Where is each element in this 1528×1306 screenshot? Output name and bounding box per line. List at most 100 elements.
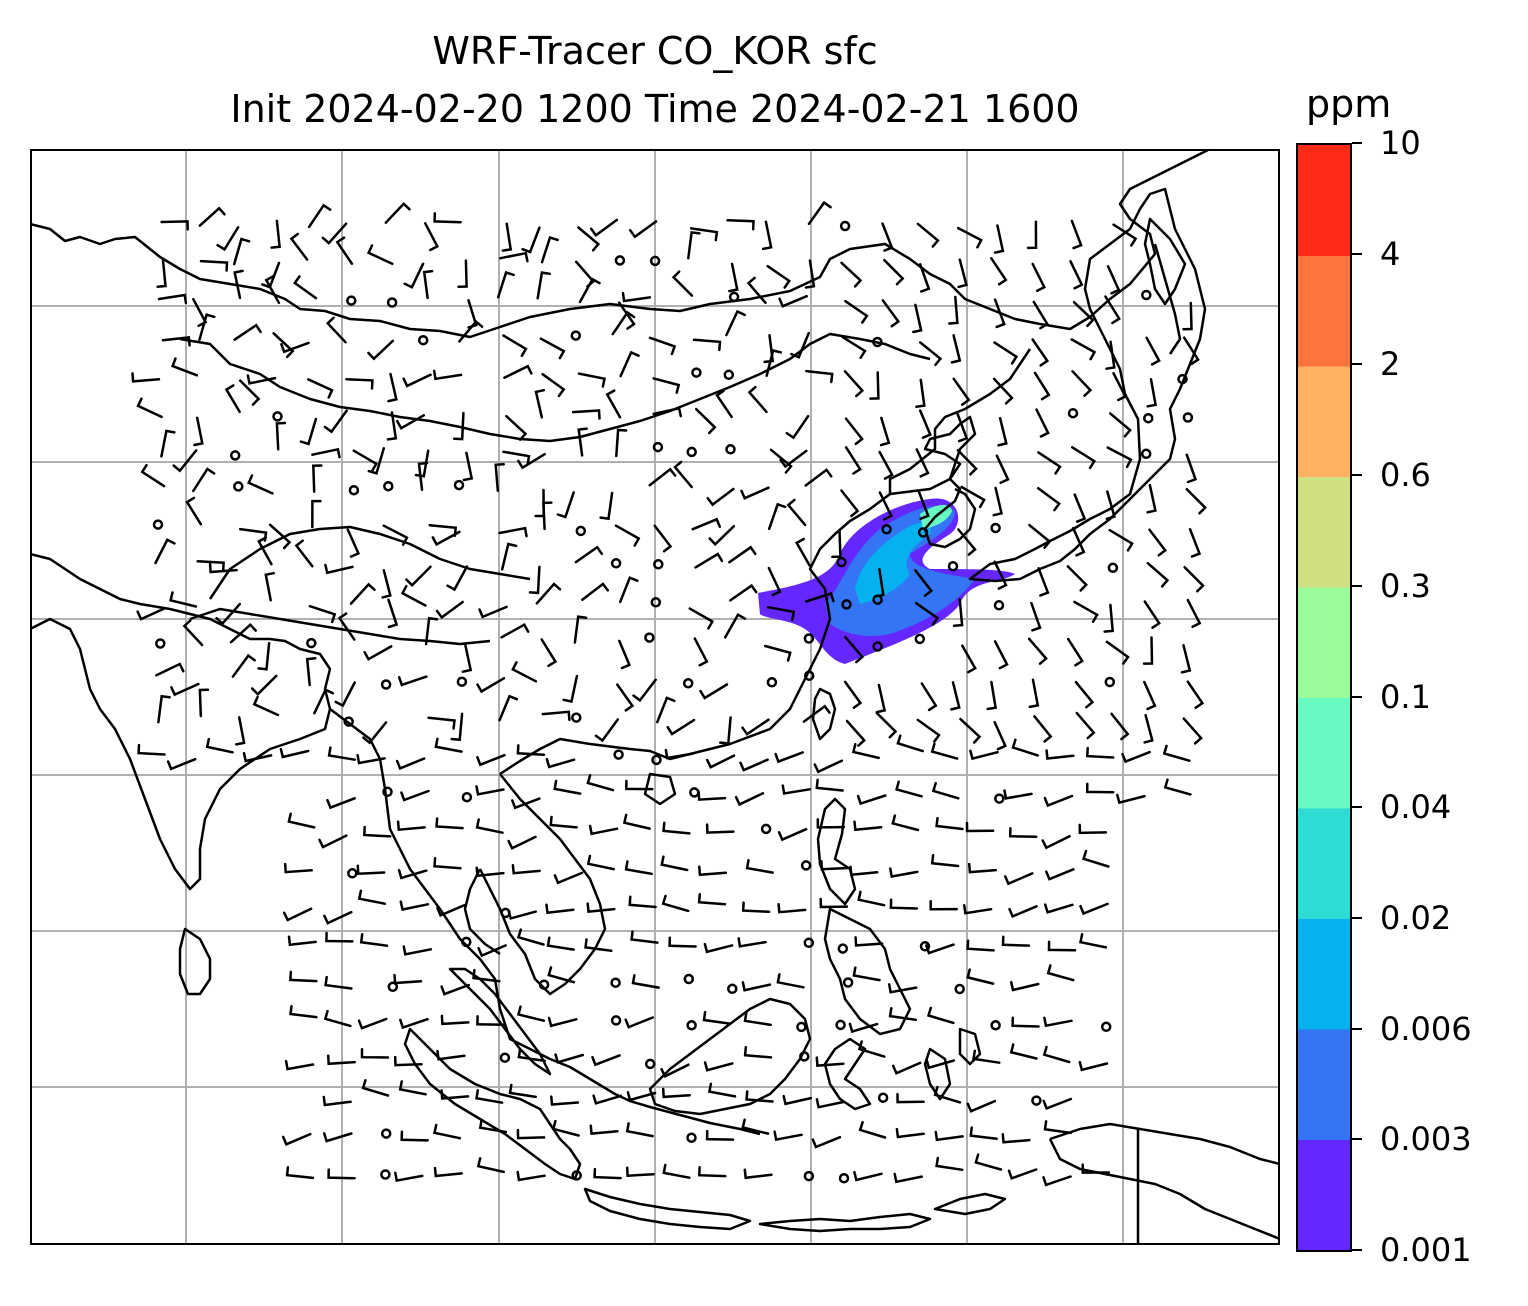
- wind-barb: [1011, 1016, 1040, 1028]
- wind-barb: [517, 1047, 546, 1063]
- wind-barb: [397, 675, 428, 687]
- wind-barb: [993, 224, 1005, 254]
- wind-barb: [725, 309, 746, 337]
- wind-barb: [573, 615, 588, 644]
- wind-barb: [422, 269, 434, 300]
- wind-barb: [965, 821, 995, 833]
- wind-barb: [397, 868, 428, 880]
- wind-barb: [854, 936, 884, 947]
- wind-barb: [381, 568, 392, 599]
- wind-barb: [652, 406, 683, 418]
- wind-barb: [1146, 378, 1158, 408]
- wind-barb: [1043, 903, 1074, 914]
- calm-wind-circle: [842, 977, 854, 988]
- wind-barb: [661, 1087, 691, 1099]
- calm-wind-circle: [652, 441, 664, 453]
- wind-barb: [257, 536, 273, 566]
- wind-barb: [395, 414, 426, 430]
- wind-barb: [879, 416, 891, 447]
- wind-barb: [1028, 678, 1040, 709]
- wind-barb: [698, 865, 728, 877]
- wind-barb: [577, 372, 606, 388]
- wind-barb: [431, 530, 461, 547]
- wind-barb: [1143, 600, 1161, 629]
- wind-barb: [794, 537, 811, 567]
- wind-barb: [327, 1168, 356, 1180]
- coast-timor: [933, 1192, 1007, 1216]
- wind-barb: [652, 377, 681, 394]
- wind-barb: [311, 447, 341, 459]
- calm-wind-circle: [1177, 373, 1188, 385]
- wind-barb: [500, 542, 518, 571]
- wind-barb: [1074, 680, 1095, 709]
- wind-barb: [935, 816, 964, 831]
- wind-barb: [776, 973, 805, 989]
- wind-barb: [1142, 636, 1154, 665]
- calm-wind-circle: [881, 524, 892, 535]
- wind-barb: [819, 897, 849, 909]
- wind-barb: [1032, 300, 1050, 330]
- wind-barb: [766, 605, 796, 622]
- wind-barb: [1066, 637, 1084, 667]
- wind-barb: [321, 222, 348, 245]
- colorbar-tick: [1352, 806, 1362, 809]
- wind-barb: [745, 1090, 774, 1103]
- wind-barb: [1001, 1133, 1031, 1144]
- wind-barb: [366, 244, 394, 266]
- calm-wind-circle: [838, 1172, 850, 1184]
- calm-wind-circle: [233, 481, 244, 492]
- wind-barb: [740, 486, 770, 500]
- wind-barb: [539, 337, 566, 360]
- wind-barb: [541, 710, 571, 722]
- wind-barb: [1186, 598, 1202, 629]
- wind-barb: [660, 855, 689, 872]
- wind-barb: [324, 563, 354, 575]
- wind-barb: [1105, 640, 1130, 665]
- wind-barb: [323, 910, 353, 925]
- wind-barb: [869, 371, 880, 400]
- wind-barb: [851, 742, 880, 760]
- wind-barb: [804, 591, 835, 603]
- wind-barb: [626, 1091, 657, 1102]
- wind-barb: [289, 232, 309, 261]
- wind-barb: [402, 373, 432, 388]
- wind-barb: [1078, 823, 1108, 835]
- wind-barb: [170, 357, 199, 377]
- calm-wind-circle: [728, 291, 740, 303]
- wind-barb: [656, 696, 676, 724]
- wind-barb: [875, 711, 898, 739]
- wind-barb: [920, 682, 938, 712]
- wind-barb: [402, 945, 433, 956]
- wind-barb: [535, 582, 562, 605]
- wind-barb: [472, 968, 501, 983]
- wind-barb: [743, 1045, 773, 1059]
- wind-barb: [777, 827, 808, 842]
- wind-barb: [433, 856, 462, 870]
- wind-barb: [198, 313, 216, 341]
- wind-barb: [729, 583, 758, 602]
- wind-barb: [1030, 601, 1042, 632]
- wind-barb: [715, 389, 733, 419]
- wind-barb: [476, 1157, 505, 1174]
- wind-barb: [986, 680, 998, 711]
- wind-barb: [688, 607, 715, 630]
- wind-barb: [475, 1089, 504, 1104]
- wind-barb: [287, 935, 317, 947]
- wind-barb: [516, 928, 545, 946]
- wind-barb: [785, 414, 810, 440]
- wind-barb: [578, 277, 601, 304]
- wind-barb: [841, 335, 867, 359]
- wind-barb: [840, 261, 863, 288]
- wind-barb: [648, 467, 677, 487]
- wind-barb: [1162, 744, 1191, 762]
- wind-barb: [1069, 260, 1084, 290]
- wind-barb: [1108, 412, 1132, 438]
- wind-barb: [786, 498, 807, 527]
- coast-borneo: [648, 997, 812, 1116]
- wind-barb: [586, 854, 616, 871]
- colorbar-band-3: [1298, 808, 1350, 919]
- wind-barb: [956, 412, 969, 443]
- coast-new-guinea-south: [1048, 1138, 1280, 1241]
- wind-barb: [362, 825, 392, 838]
- calm-wind-circle: [229, 450, 241, 461]
